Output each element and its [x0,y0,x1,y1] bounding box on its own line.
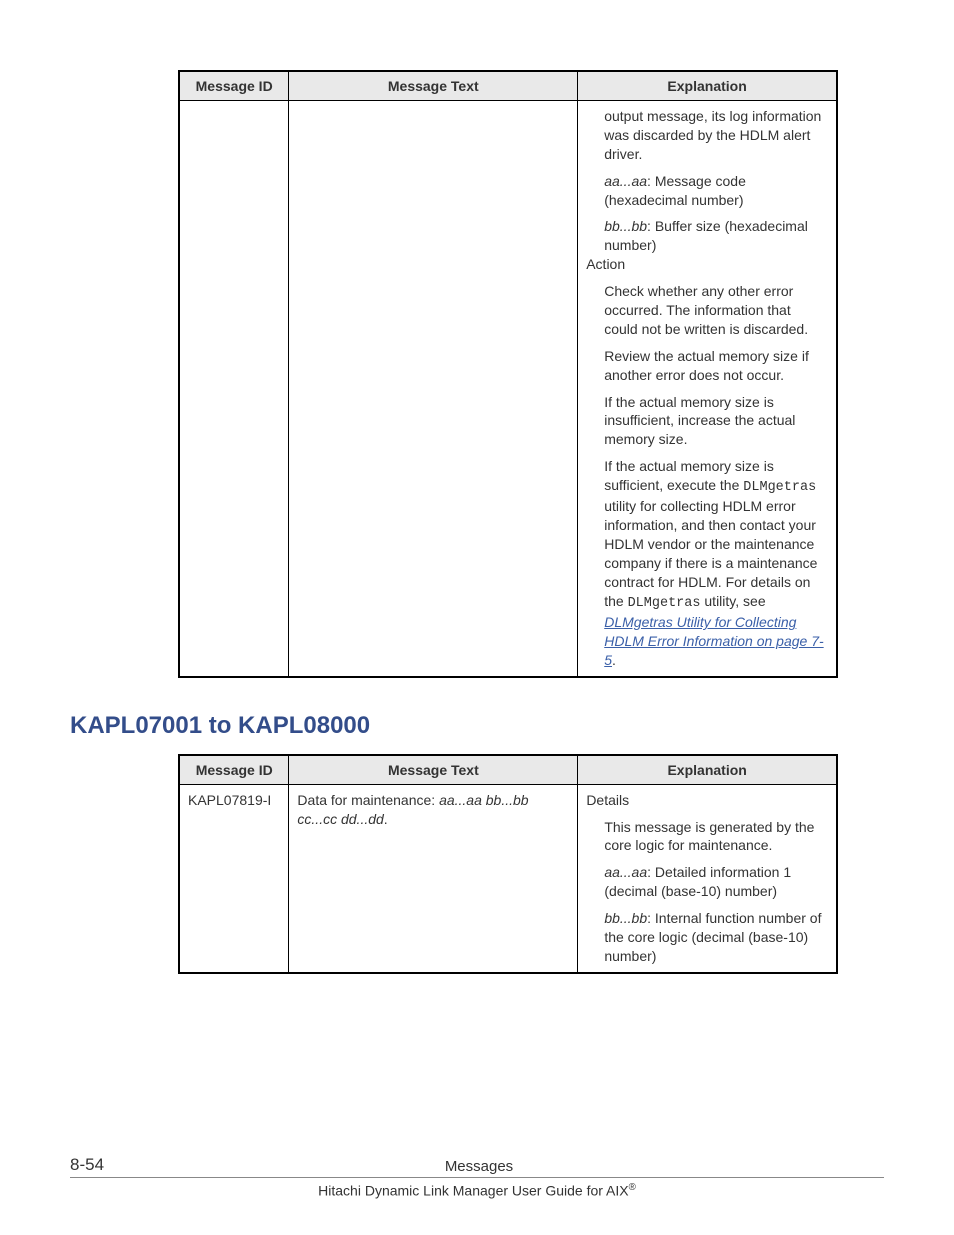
footer-doc-title: Hitachi Dynamic Link Manager User Guide … [70,1182,884,1199]
details-text: This message is generated by the core lo… [604,818,828,856]
col-header-explanation: Explanation [578,755,837,785]
action-text: Review the actual memory size if another… [604,347,828,385]
action-label: Action [586,255,828,274]
message-text-part: Data for maintenance: [297,792,439,808]
col-header-message-id: Message ID [179,755,289,785]
cell-message-id [179,101,289,677]
cell-message-text: Data for maintenance: aa...aa bb...bb cc… [289,784,578,973]
explanation-text: bb...bb: Buffer size (hexadecimal number… [604,217,828,255]
details-label: Details [586,791,828,810]
table-header-row: Message ID Message Text Explanation [179,755,837,785]
footer-doc-title-text: Hitachi Dynamic Link Manager User Guide … [318,1183,628,1199]
action-text: Check whether any other error occurred. … [604,282,828,339]
table-header-row: Message ID Message Text Explanation [179,71,837,101]
cross-reference-link[interactable]: DLMgetras Utility for Collecting HDLM Er… [604,614,823,668]
cell-message-text [289,101,578,677]
cell-explanation: output message, its log information was … [578,101,837,677]
col-header-message-text: Message Text [289,71,578,101]
details-text: bb...bb: Internal function number of the… [604,909,828,966]
explanation-text: aa...aa: Message code (hexadecimal numbe… [604,172,828,210]
col-header-message-text: Message Text [289,755,578,785]
details-text: aa...aa: Detailed information 1 (decimal… [604,863,828,901]
message-table-1: Message ID Message Text Explanation outp… [178,70,838,678]
action-text: If the actual memory size is sufficient,… [604,457,828,669]
page-footer: 8-54 Messages 8-54 Hitachi Dynamic Link … [70,1155,884,1199]
cell-message-id: KAPL07819-I [179,784,289,973]
page-number: 8-54 [70,1155,104,1175]
table-row: KAPL07819-I Data for maintenance: aa...a… [179,784,837,973]
col-header-explanation: Explanation [578,71,837,101]
variable-name: bb...bb [604,910,647,926]
utility-name: DLMgetras [628,596,701,611]
action-text-part: utility, see [701,593,766,609]
message-text-part: . [384,811,388,827]
variable-name: aa...aa [604,173,647,189]
explanation-text: output message, its log information was … [604,107,828,164]
registered-mark-icon: ® [629,1182,636,1193]
footer-section-name: Messages [445,1158,513,1175]
page-container: Message ID Message Text Explanation outp… [0,0,954,1235]
variable-name: bb...bb [604,218,647,234]
action-text-part: . [612,652,616,668]
utility-name: DLMgetras [743,480,816,495]
col-header-message-id: Message ID [179,71,289,101]
message-table-2: Message ID Message Text Explanation KAPL… [178,754,838,974]
cell-explanation: Details This message is generated by the… [578,784,837,973]
action-text: If the actual memory size is insufficien… [604,393,828,450]
section-heading: KAPL07001 to KAPL08000 [70,712,884,740]
variable-name: aa...aa [604,864,647,880]
table-row: output message, its log information was … [179,101,837,677]
